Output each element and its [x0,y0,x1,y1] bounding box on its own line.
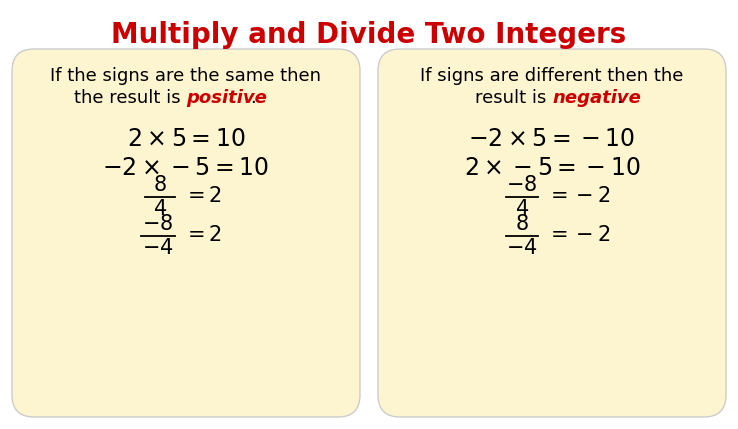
Text: $-2\times -5=10$: $-2\times -5=10$ [103,156,269,180]
Text: $2\times 5=10$: $2\times 5=10$ [127,127,245,151]
Text: $4$: $4$ [153,199,167,219]
Text: $8$: $8$ [515,214,529,234]
Text: $-4$: $-4$ [142,238,174,258]
Text: $=2$: $=2$ [183,225,221,245]
Text: $-2\times 5=-10$: $-2\times 5=-10$ [469,127,635,151]
Text: $=2$: $=2$ [183,186,221,206]
Text: If signs are different then the: If signs are different then the [421,67,683,85]
Text: negative: negative [552,89,641,107]
Text: .: . [250,89,256,107]
FancyBboxPatch shape [378,49,726,417]
Text: If the signs are the same then: If the signs are the same then [50,67,322,85]
FancyBboxPatch shape [12,49,360,417]
Text: $=-2$: $=-2$ [546,186,610,206]
Text: $4$: $4$ [515,199,529,219]
Text: $2\times -5=-10$: $2\times -5=-10$ [463,156,641,180]
Text: $-8$: $-8$ [506,175,537,195]
Text: positive: positive [186,89,267,107]
Text: .: . [616,89,621,107]
Text: $8$: $8$ [153,175,167,195]
Text: $=-2$: $=-2$ [546,225,610,245]
Text: Multiply and Divide Two Integers: Multiply and Divide Two Integers [111,21,627,49]
Text: result is: result is [475,89,552,107]
Text: the result is: the result is [74,89,186,107]
Text: $-8$: $-8$ [142,214,173,234]
Text: $-4$: $-4$ [506,238,538,258]
